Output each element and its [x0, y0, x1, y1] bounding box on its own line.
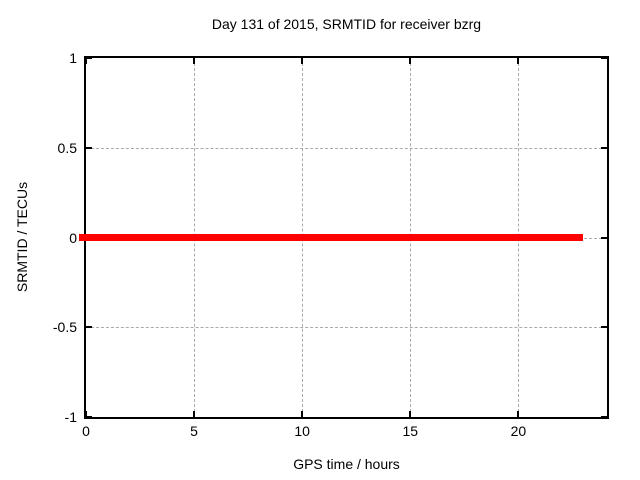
x-tick-mark [517, 411, 520, 417]
x-tick-mark [409, 58, 412, 64]
x-axis-label: GPS time / hours [293, 456, 400, 472]
x-tick-mark [517, 58, 520, 64]
y-tick-mark [601, 236, 607, 239]
x-tick-mark [193, 411, 196, 417]
y-tick-mark [601, 416, 607, 418]
plot-area: 0 5 10 15 20 -1 -0.5 0 0.5 1 [53, 50, 609, 439]
y-tick-label: 0 [69, 229, 77, 246]
x-tick-label: 20 [510, 423, 527, 439]
data-series-line [79, 234, 584, 241]
y-tick-label: -0.5 [52, 319, 77, 336]
y-tick-mark [86, 146, 92, 149]
x-tick-mark [85, 58, 87, 64]
y-axis-label: SRMTID / TECUs [14, 181, 30, 293]
y-gridline [86, 327, 607, 329]
x-tick-label: 0 [82, 423, 90, 439]
x-tick-label: 10 [294, 423, 310, 439]
x-tick-mark [193, 58, 196, 64]
x-tick-label: 15 [402, 423, 419, 439]
y-tick-mark [86, 326, 92, 329]
y-tick-mark [601, 57, 607, 59]
x-tick-mark [301, 411, 304, 417]
y-tick-label: -1 [64, 409, 77, 425]
x-tick-mark [409, 411, 412, 417]
y-tick-label: 1 [69, 50, 77, 66]
x-tick-mark [301, 58, 304, 64]
y-tick-mark [601, 326, 607, 329]
y-tick-mark [86, 57, 92, 59]
y-tick-mark [86, 416, 92, 418]
y-tick-label: 0.5 [57, 139, 77, 156]
x-tick-mark [85, 411, 87, 417]
x-tick-label: 5 [190, 423, 198, 439]
y-gridline [86, 147, 607, 149]
y-tick-mark [601, 146, 607, 149]
chart-title: Day 131 of 2015, SRMTID for receiver bzr… [211, 16, 482, 32]
